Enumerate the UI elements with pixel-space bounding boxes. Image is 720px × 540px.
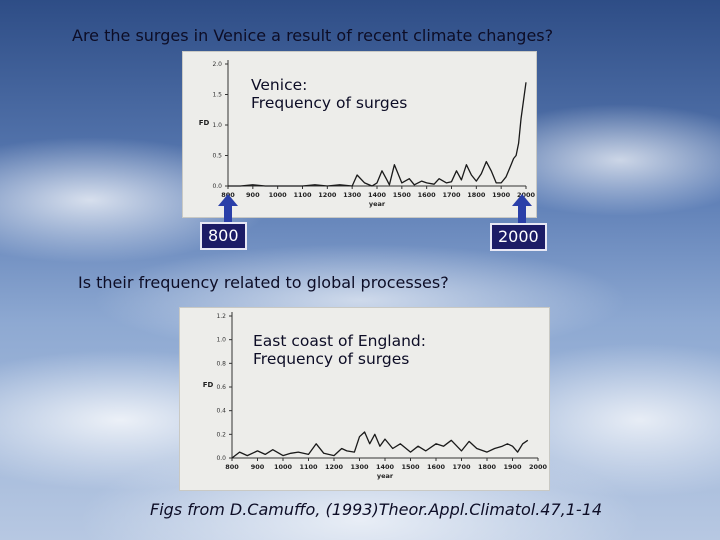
- england-chart-svg: 800 900 1000 1100 1200 1300 1400 1500 1600 1700 18…: [203, 312, 548, 480]
- england-chart-title-line1: East coast of England:: [253, 332, 426, 350]
- england-y-tick-label: 0.8: [216, 360, 226, 367]
- arrow-up-icon: [512, 194, 532, 226]
- england-x-tick-label: 1200: [325, 463, 344, 471]
- venice-y-tick-label: 1.5: [212, 92, 222, 99]
- england-chart-title-line2: Frequency of surges: [253, 350, 410, 368]
- end-year-marker: 2000: [490, 223, 547, 251]
- venice-y-tick-label: 2.0: [212, 61, 222, 68]
- england-x-tick-label: 1900: [503, 463, 522, 471]
- england-x-axis-label: year: [377, 472, 394, 480]
- venice-surge-chart: 8009001000110012001300140015001600170018…: [183, 52, 536, 217]
- england-y-tick-label: 0.0: [216, 455, 226, 462]
- england-x-tick-label: 1500: [401, 463, 420, 471]
- venice-x-tick-label: 1400: [368, 191, 387, 199]
- venice-x-tick-label: 1300: [343, 191, 362, 199]
- england-x-tick-label: 800: [225, 463, 239, 471]
- venice-y-tick-label: 0.0: [212, 183, 222, 190]
- england-surge-chart: 800 900 1000 1100 1200 1300 1400 1500 1600 1700 18…: [180, 308, 549, 490]
- england-y-tick-label: 1.0: [216, 337, 226, 344]
- england-y-tick-label: 0.4: [216, 408, 226, 415]
- venice-x-tick-label: 1600: [418, 191, 437, 199]
- venice-chart-title-line1: Venice:: [251, 76, 308, 94]
- venice-y-axis-label: FD: [199, 119, 210, 127]
- england-x-tick-label: 900: [251, 463, 265, 471]
- venice-y-tick-label: 0.5: [212, 153, 222, 160]
- venice-chart-title: Venice: Frequency of surges: [251, 76, 407, 112]
- venice-x-tick-label: 1500: [393, 191, 412, 199]
- arrow-up-icon: [218, 194, 238, 226]
- start-year-marker: 800: [200, 222, 247, 250]
- england-y-tick-label: 0.6: [216, 384, 226, 391]
- england-x-tick-label: 1300: [350, 463, 369, 471]
- england-x-tick-label: 1700: [452, 463, 471, 471]
- slide-title: Are the surges in Venice a result of rec…: [72, 26, 554, 45]
- england-x-tick-label: 1100: [299, 463, 318, 471]
- england-x-tick-label: 1600: [427, 463, 446, 471]
- england-chart-title: East coast of England: Frequency of surg…: [253, 332, 426, 368]
- venice-chart-svg: 8009001000110012001300140015001600170018…: [199, 60, 536, 208]
- venice-x-tick-label: 1800: [467, 191, 486, 199]
- england-y-tick-label: 0.2: [216, 431, 226, 438]
- venice-y-tick-label: 1.0: [212, 122, 222, 129]
- venice-x-tick-label: 900: [246, 191, 260, 199]
- venice-chart-title-line2: Frequency of surges: [251, 94, 408, 112]
- england-y-axis-label: FD: [203, 381, 214, 389]
- england-x-tick-label: 1800: [478, 463, 497, 471]
- england-x-tick-label: 1400: [376, 463, 395, 471]
- venice-x-tick-label: 1100: [293, 191, 312, 199]
- figure-credit: Figs from D.Camuffo, (1993)Theor.Appl.Cl…: [150, 500, 603, 519]
- venice-x-axis-label: year: [369, 200, 386, 208]
- venice-x-tick-label: 1000: [269, 191, 288, 199]
- england-y-tick-label: 1.2: [216, 313, 226, 320]
- venice-x-tick-label: 1700: [442, 191, 461, 199]
- venice-x-tick-label: 1200: [318, 191, 337, 199]
- england-x-tick-label: 1000: [274, 463, 293, 471]
- question-text: Is their frequency related to global pro…: [78, 273, 449, 292]
- england-x-tick-label: 2000: [529, 463, 548, 471]
- venice-x-tick-label: 1900: [492, 191, 511, 199]
- venice-series-line: [228, 82, 527, 187]
- england-series-line: [231, 431, 529, 459]
